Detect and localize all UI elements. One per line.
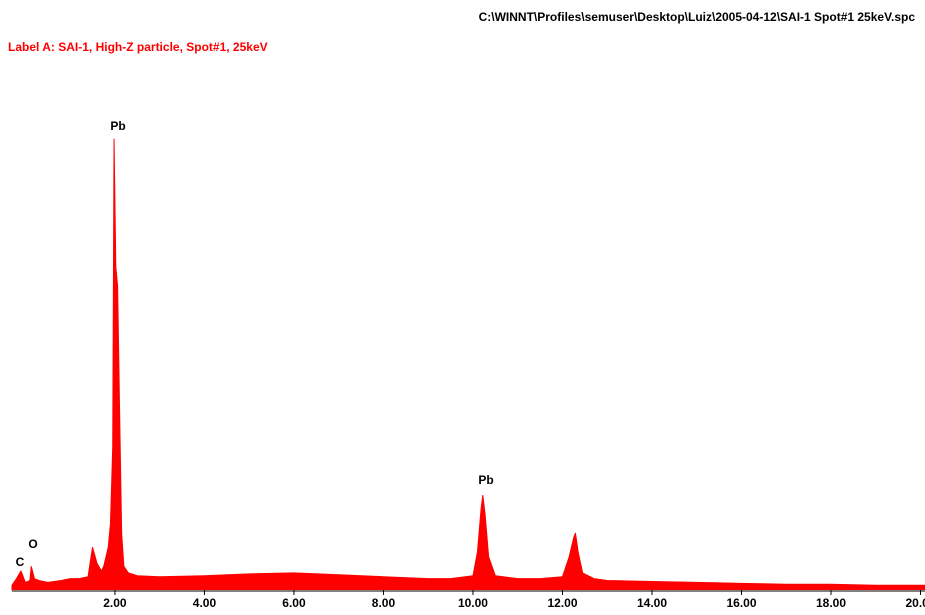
spectrum-area bbox=[11, 138, 925, 591]
x-tick-label: 20.00 bbox=[906, 596, 925, 610]
peak-label: C bbox=[16, 555, 25, 569]
peak-label: Pb bbox=[110, 119, 125, 133]
x-tick-label: 2.00 bbox=[103, 596, 127, 610]
file-path: C:\WINNT\Profiles\semuser\Desktop\Luiz\2… bbox=[479, 10, 916, 24]
x-tick-label: 14.00 bbox=[637, 596, 667, 610]
x-tick-label: 6.00 bbox=[282, 596, 306, 610]
peak-label: Pb bbox=[478, 473, 493, 487]
x-tick-label: 4.00 bbox=[193, 596, 217, 610]
x-tick-label: 8.00 bbox=[372, 596, 396, 610]
x-tick-label: 18.00 bbox=[816, 596, 846, 610]
peak-label: O bbox=[28, 537, 37, 551]
x-tick-label: 16.00 bbox=[726, 596, 756, 610]
spectrum-label: Label A: SAI-1, High-Z particle, Spot#1,… bbox=[8, 40, 268, 54]
x-tick-label: 12.00 bbox=[547, 596, 577, 610]
x-tick-label: 10.00 bbox=[458, 596, 488, 610]
